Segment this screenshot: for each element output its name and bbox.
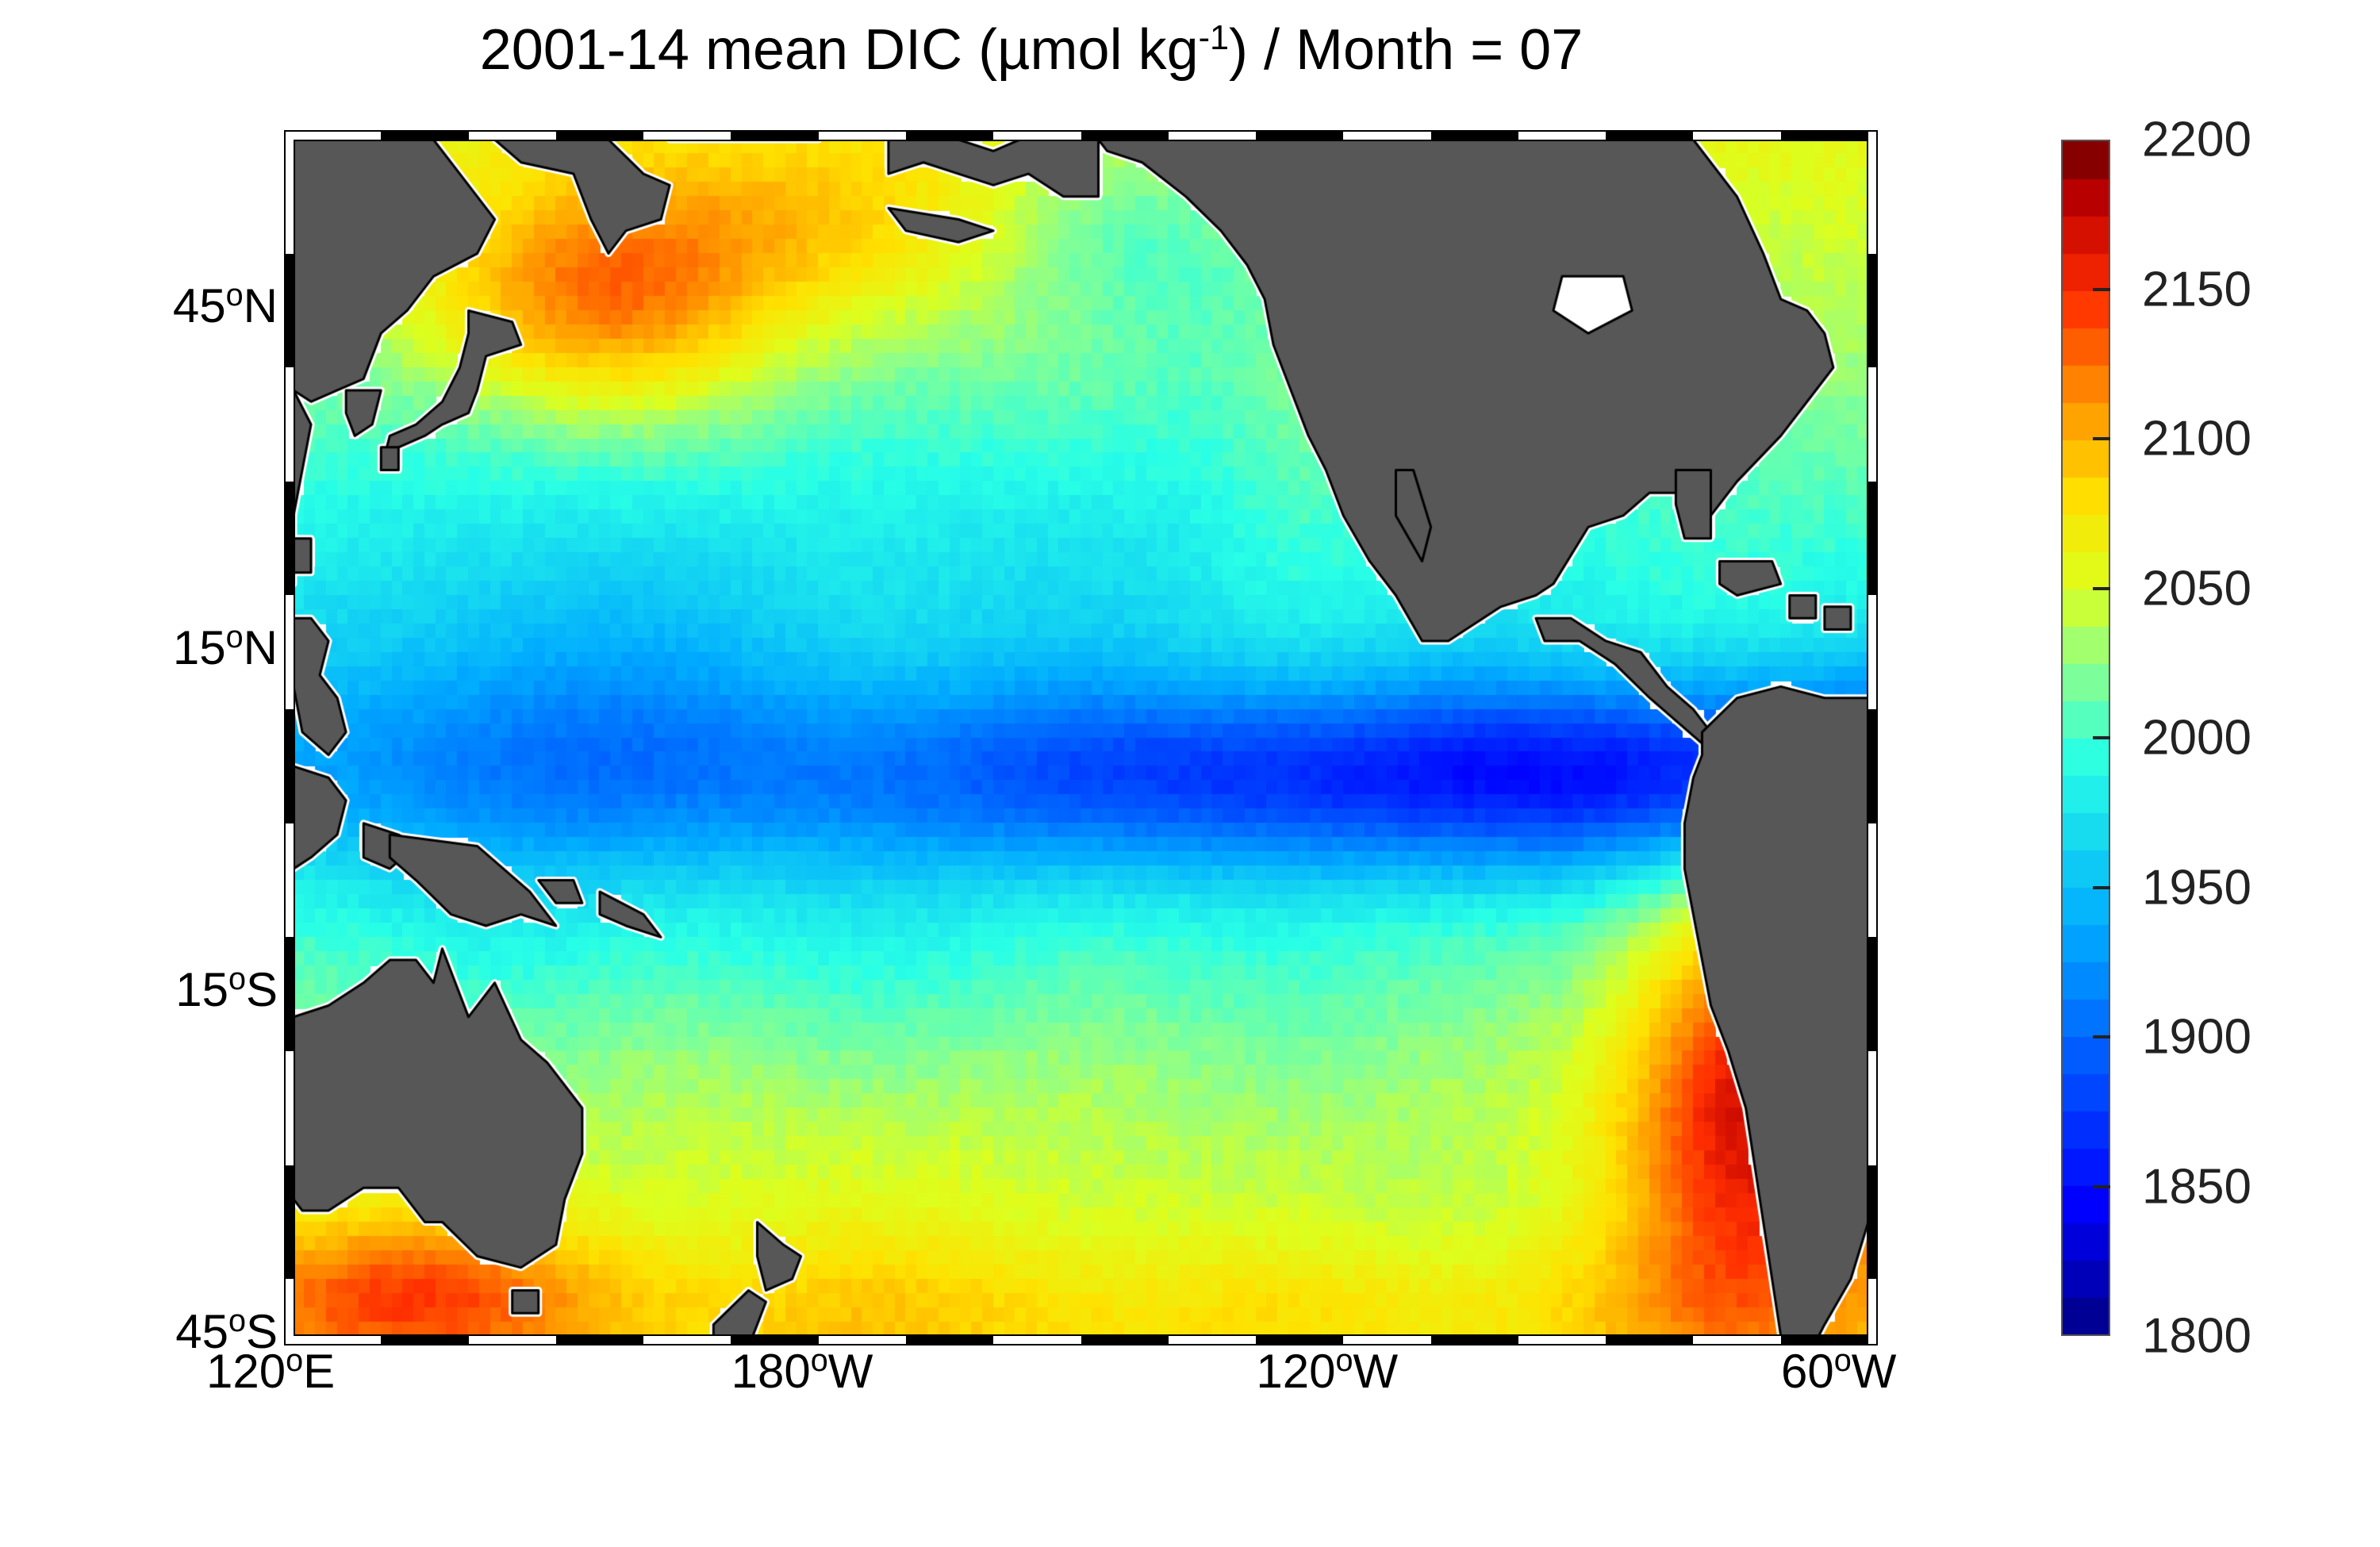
degree-symbol: o (228, 962, 246, 997)
frame-segment (905, 130, 994, 140)
degree-symbol: o (810, 1343, 828, 1378)
colorbar-tick-label: 1800 (2142, 1308, 2251, 1364)
lat-hemisphere: S (245, 1305, 278, 1358)
colorbar-tick-label: 1950 (2142, 860, 2251, 915)
degree-symbol: o (228, 1303, 246, 1338)
colorbar-tick-label: 2200 (2142, 112, 2251, 167)
frame-segment (731, 130, 819, 140)
colorbar-tick-label: 2100 (2142, 411, 2251, 466)
colorbar-tick-label: 2000 (2142, 710, 2251, 766)
frame-segment (731, 1336, 819, 1345)
frame-segment (1430, 1336, 1518, 1345)
title-prefix: 2001-14 mean DIC (µmol kg (479, 18, 1199, 82)
frame-segment (1868, 481, 1878, 596)
frame-segment (1081, 130, 1169, 140)
latitude-label: 15oS (95, 962, 278, 1017)
frame-segment (1780, 130, 1868, 140)
map-plot-area (294, 140, 1868, 1336)
lat-value: 15 (172, 621, 226, 675)
lat-hemisphere: N (243, 621, 278, 675)
frame-segment (1868, 1165, 1878, 1280)
lon-value: 60 (1781, 1345, 1834, 1398)
degree-symbol: o (1335, 1343, 1353, 1378)
frame-segment (905, 1336, 994, 1345)
longitude-label: 180oW (731, 1344, 873, 1399)
lat-value: 45 (172, 279, 226, 333)
colorbar-tick (2093, 287, 2110, 291)
frame-segment (284, 937, 294, 1051)
latitude-label: 45oS (95, 1304, 278, 1359)
lon-hemisphere: E (303, 1345, 336, 1398)
latitude-label: 15oN (95, 620, 278, 675)
lon-value: 120 (206, 1345, 286, 1398)
lat-hemisphere: N (243, 279, 278, 333)
latitude-label: 45oN (95, 278, 278, 333)
lon-value: 180 (731, 1345, 811, 1398)
frame-segment (1430, 130, 1518, 140)
figure-title: 2001-14 mean DIC (µmol kg-1) / Month = 0… (0, 17, 2063, 83)
frame-segment (284, 253, 294, 368)
title-suffix: ) / Month = 07 (1229, 18, 1583, 82)
colorbar-tick (2093, 1184, 2110, 1188)
longitude-label: 60oW (1781, 1344, 1896, 1399)
frame-segment (1606, 130, 1694, 140)
frame-segment (555, 130, 644, 140)
colorbar-tick-label: 2050 (2142, 561, 2251, 616)
frame-segment (1868, 937, 1878, 1051)
colorbar-tick (2093, 736, 2110, 739)
frame-segment (1081, 1336, 1169, 1345)
lon-value: 120 (1256, 1345, 1336, 1398)
lon-hemisphere: W (1851, 1345, 1897, 1398)
colorbar-tick (2093, 586, 2110, 590)
degree-symbol: o (225, 278, 244, 313)
lon-hemisphere: W (827, 1345, 873, 1398)
longitude-label: 120oW (1256, 1344, 1398, 1399)
frame-segment (284, 709, 294, 823)
frame-segment (1868, 253, 1878, 368)
colorbar-tick (2093, 885, 2110, 889)
frame-segment (381, 130, 469, 140)
map-axes[interactable] (284, 130, 1878, 1345)
degree-symbol: o (1833, 1343, 1852, 1378)
lat-value: 45 (175, 1305, 228, 1358)
land-mask-layer (294, 140, 1868, 1336)
frame-segment (1256, 130, 1344, 140)
frame-segment (381, 1336, 469, 1345)
frame-segment (1606, 1336, 1694, 1345)
lon-hemisphere: W (1353, 1345, 1399, 1398)
colorbar-tick-label: 2150 (2142, 262, 2251, 317)
title-superscript: -1 (1198, 19, 1230, 57)
degree-symbol: o (225, 620, 244, 655)
frame-segment (555, 1336, 644, 1345)
frame-segment (284, 481, 294, 596)
colorbar-tick (2093, 1035, 2110, 1038)
lat-value: 15 (175, 963, 228, 1017)
longitude-label: 120oE (206, 1344, 335, 1399)
frame-segment (1256, 1336, 1344, 1345)
frame-segment (284, 1165, 294, 1280)
colorbar-tick-label: 1850 (2142, 1159, 2251, 1214)
lat-hemisphere: S (245, 963, 278, 1017)
colorbar-tick (2093, 437, 2110, 440)
degree-symbol: o (286, 1343, 304, 1378)
frame-segment (1868, 709, 1878, 823)
colorbar-tick-label: 1900 (2142, 1009, 2251, 1065)
frame-segment (1780, 1336, 1868, 1345)
